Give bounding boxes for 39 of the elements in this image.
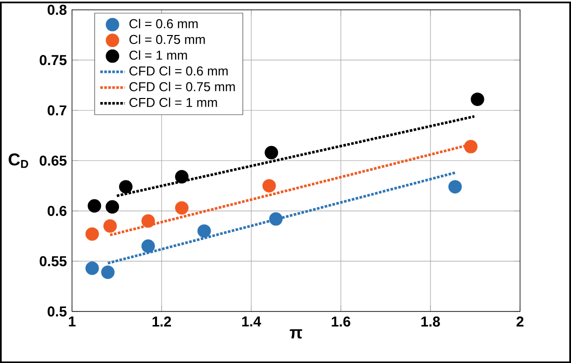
y-tick-label: 0.75 [40,54,67,66]
x-tick-label: 1.6 [332,316,350,327]
point [85,261,99,275]
x-tick-label: 1 [68,316,76,326]
x-tick-label: 1.4 [242,316,262,326]
point [103,219,117,233]
point [175,170,188,184]
y-tick-label: 0.7 [48,105,66,116]
point [88,199,102,213]
point [141,214,155,228]
x-tick-label: 2 [516,316,524,326]
point [141,239,155,253]
legend-label: CFD Cl = 0.6 mm [129,66,228,76]
x-tick-label: 1.8 [421,316,440,327]
point [197,224,211,238]
legend-label: Cl = 0.6 mm [129,18,198,28]
y-tick-label: 0.55 [40,256,67,266]
y-tick-label: 0.6 [48,206,66,216]
point [264,146,278,160]
point [175,201,188,215]
point [262,178,276,192]
legend-label: CFD Cl = 1 mm [129,98,217,107]
point [464,140,478,154]
point [106,200,120,214]
y-tick-label: 0.65 [40,156,67,166]
point [448,180,462,194]
legend-label: CFD Cl = 0.75 mm [129,82,235,92]
y-axis-title: C$_{D}$ [8,153,28,168]
point [101,265,115,279]
y-tick-label: 0.8 [48,4,67,15]
legend-label: Cl = 1 mm [129,50,187,60]
y-tick-label: 0.5 [48,306,67,316]
x-tick-label: 1.2 [152,316,171,326]
x-axis-title: π [290,329,302,338]
point [470,92,484,106]
point [119,180,132,194]
legend-label: Cl = 0.75 mm [129,34,205,44]
point [85,227,99,241]
point [269,212,283,226]
